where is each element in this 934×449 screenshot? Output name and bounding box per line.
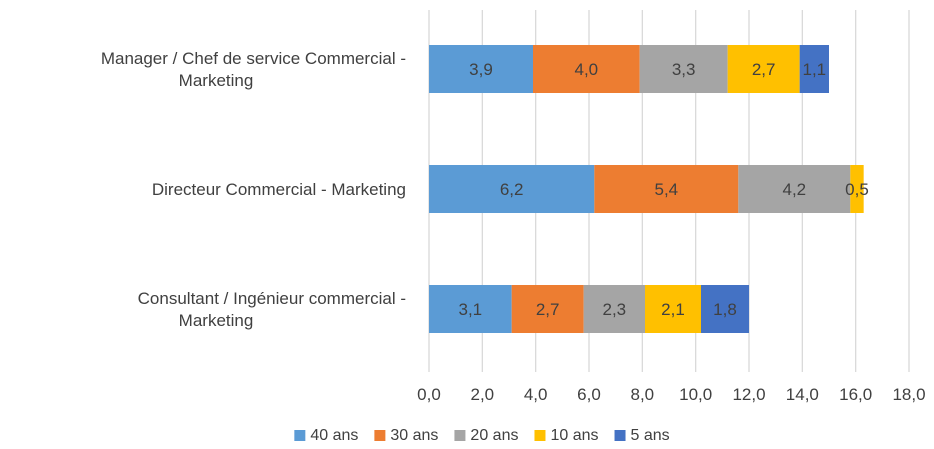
category-labels: Manager / Chef de service Commercial - Ma…: [101, 49, 406, 330]
x-tick-label: 6,0: [577, 385, 601, 404]
bar-segment: [639, 45, 728, 93]
data-label: 4,0: [575, 60, 599, 79]
legend: 40 ans 30 ans 20 ans 10 ans 5 ans: [294, 427, 670, 444]
data-label: 3,3: [672, 60, 696, 79]
x-tick-label: 18,0: [892, 385, 925, 404]
data-label: 3,1: [459, 300, 483, 319]
x-tick-label: 10,0: [679, 385, 712, 404]
bar-segment: [738, 165, 851, 213]
legend-label: 10 ans: [550, 427, 598, 444]
data-label: 6,2: [500, 180, 524, 199]
data-label: 2,1: [661, 300, 685, 319]
data-labels: 3,9 4,0 3,3 2,7 1,1 6,2 5,4 4,2 0,5 3,1 2,7 2,3 2,1 1…: [459, 60, 869, 319]
category-label: Consultant / Ingénieur commercial -: [138, 289, 406, 308]
bars: [429, 45, 864, 333]
legend-label: 20 ans: [470, 427, 518, 444]
legend-swatch: [534, 430, 546, 441]
data-label: 2,3: [603, 300, 627, 319]
legend-swatch: [294, 430, 306, 441]
legend-label: 40 ans: [310, 427, 358, 444]
legend-label: 30 ans: [390, 427, 438, 444]
category-label: Marketing: [179, 71, 254, 90]
bar-segment: [583, 285, 645, 333]
bar-segment: [429, 285, 512, 333]
bar-segment: [429, 165, 595, 213]
data-label: 2,7: [752, 60, 776, 79]
bar-segment: [727, 45, 800, 93]
legend-label: 5 ans: [631, 427, 670, 444]
legend-swatch: [454, 430, 466, 441]
bar-segment: [799, 45, 829, 93]
category-label: Manager / Chef de service Commercial -: [101, 49, 406, 68]
x-axis-ticks: 0,0 2,0 4,0 6,0 8,0 10,0 12,0 14,0 16,0 18,0: [417, 385, 925, 404]
data-label: 2,7: [536, 300, 560, 319]
x-tick-label: 16,0: [839, 385, 872, 404]
legend-swatch: [614, 430, 626, 441]
x-tick-label: 8,0: [631, 385, 655, 404]
x-tick-label: 4,0: [524, 385, 548, 404]
data-label: 3,9: [469, 60, 493, 79]
bar-segment: [594, 165, 739, 213]
bar-segment: [850, 165, 864, 213]
bar-segment: [533, 45, 640, 93]
x-tick-label: 12,0: [732, 385, 765, 404]
bar-segment: [429, 45, 533, 93]
x-tick-label: 0,0: [417, 385, 441, 404]
bar-segment: [701, 285, 749, 333]
data-label: 4,2: [783, 180, 807, 199]
bar-segment: [511, 285, 584, 333]
data-label: 5,4: [655, 180, 679, 199]
data-label: 0,5: [845, 180, 869, 199]
x-tick-label: 14,0: [786, 385, 819, 404]
bar-segment: [645, 285, 701, 333]
data-label: 1,8: [713, 300, 737, 319]
legend-swatch: [374, 430, 386, 441]
category-label: Marketing: [179, 311, 254, 330]
x-tick-label: 2,0: [471, 385, 495, 404]
category-label: Directeur Commercial - Marketing: [152, 180, 406, 199]
data-label: 1,1: [803, 60, 827, 79]
